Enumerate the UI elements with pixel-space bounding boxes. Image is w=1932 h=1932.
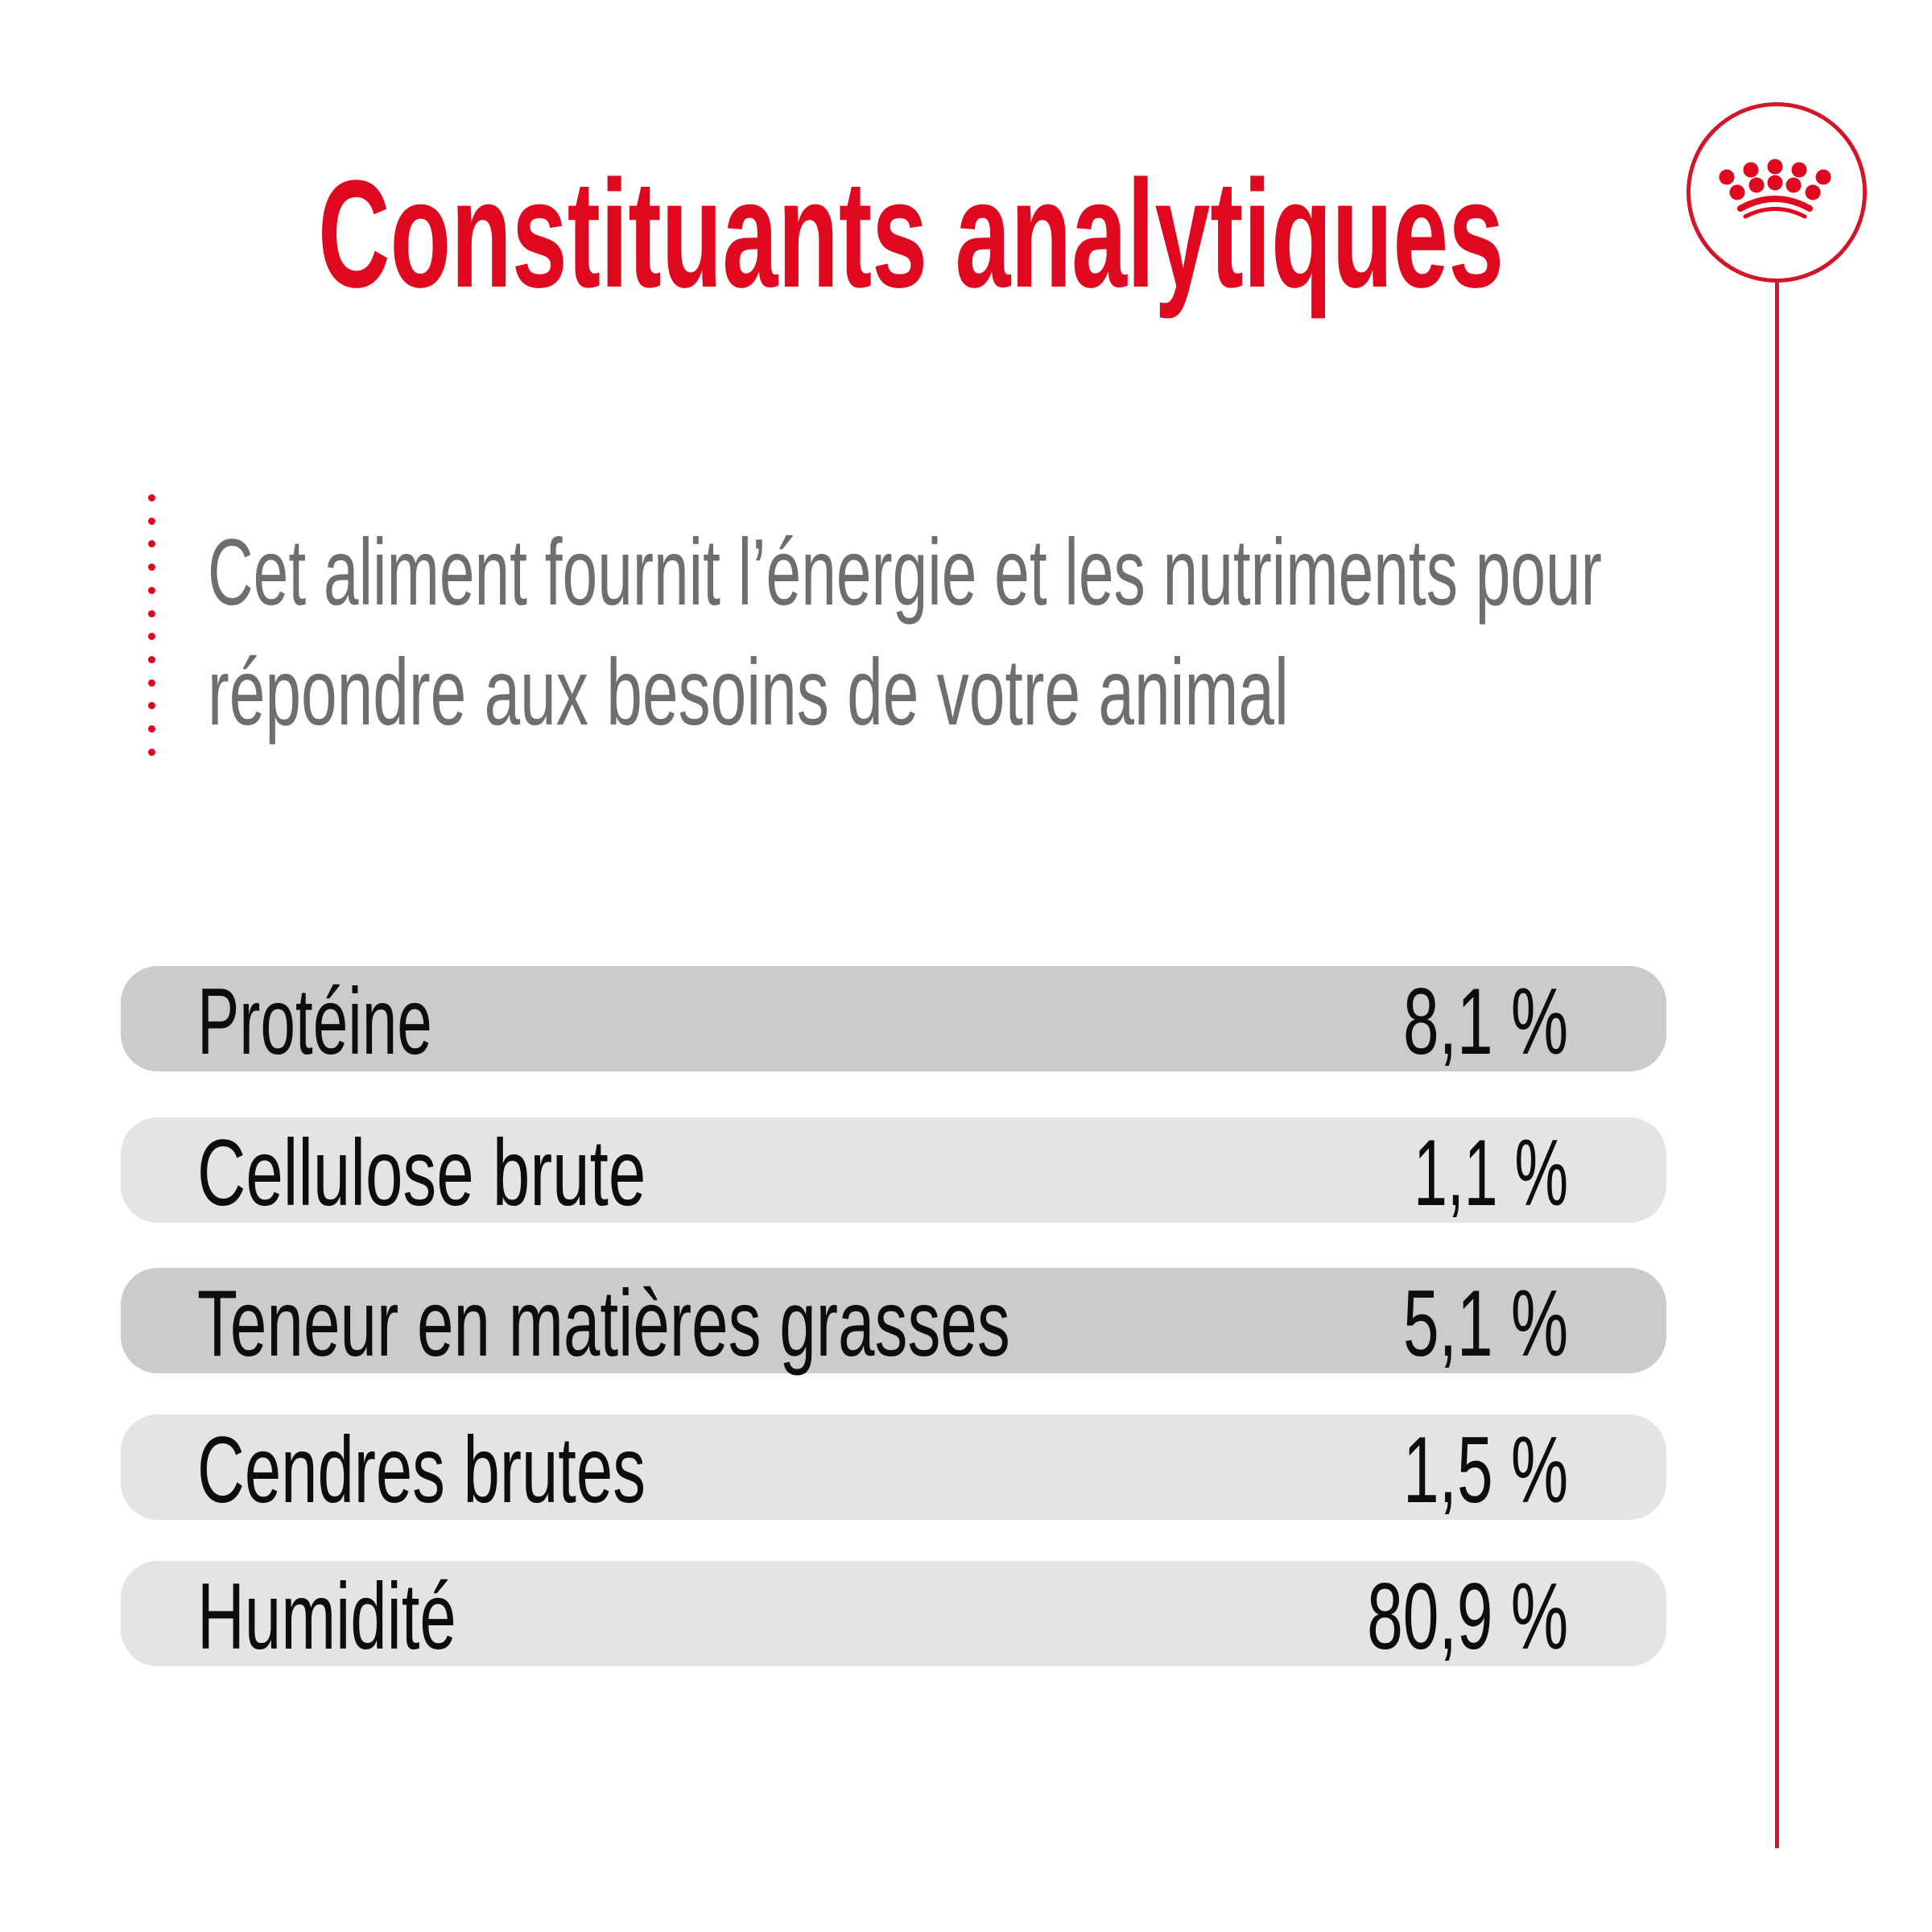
- table-row-protein: Protéine 8,1 %: [121, 966, 1666, 1071]
- row-value: 5,1 %: [1402, 1270, 1568, 1376]
- table-row-ash: Cendres brutes 1,5 %: [121, 1414, 1666, 1520]
- accent-dot: [148, 609, 155, 617]
- page-title: Constituants analytiques: [318, 149, 1505, 320]
- row-value: 1,1 %: [1413, 1120, 1568, 1225]
- accent-dot: [148, 540, 155, 548]
- accent-dot: [148, 586, 155, 594]
- row-label: Protéine: [197, 968, 432, 1074]
- accent-dot: [148, 725, 155, 733]
- accent-dot: [148, 633, 155, 641]
- accent-dot: [148, 748, 155, 756]
- table-row-moisture: Humidité 80,9 %: [121, 1561, 1666, 1666]
- row-label: Cellulose brute: [197, 1120, 646, 1225]
- dotted-accent-line: [148, 494, 156, 760]
- accent-dot: [148, 494, 155, 502]
- intro-text-line-1: Cet aliment fournit l’énergie et les nut…: [208, 519, 1602, 625]
- row-value: 80,9 %: [1366, 1563, 1568, 1669]
- table-row-fiber: Cellulose brute 1,1 %: [121, 1117, 1666, 1223]
- row-label: Humidité: [197, 1563, 456, 1669]
- row-value: 1,5 %: [1402, 1417, 1568, 1522]
- intro-text-line-2: répondre aux besoins de votre animal: [208, 639, 1289, 745]
- accent-dot: [148, 679, 155, 687]
- table-row-fat: Teneur en matières grasses 5,1 %: [121, 1268, 1666, 1373]
- row-label: Teneur en matières grasses: [197, 1270, 1010, 1376]
- decorative-vertical-line: [1775, 279, 1779, 1848]
- crown-icon: [1719, 159, 1831, 219]
- accent-dot: [148, 655, 155, 663]
- accent-dot: [148, 517, 155, 525]
- accent-dot: [148, 564, 155, 572]
- brand-logo: [1686, 102, 1867, 283]
- row-label: Cendres brutes: [197, 1417, 646, 1522]
- row-value: 8,1 %: [1402, 968, 1568, 1074]
- accent-dot: [148, 702, 155, 710]
